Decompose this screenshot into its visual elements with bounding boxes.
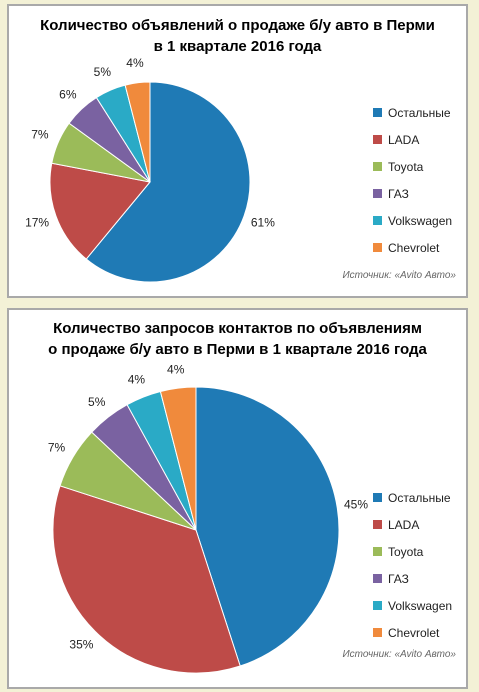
pie-slice-6 — [159, 386, 197, 531]
slice-label-4: 6% — [59, 88, 77, 102]
legend-label: Chevrolet — [388, 625, 440, 640]
slice-label-3: 7% — [31, 127, 49, 141]
slice-label-6: 4% — [167, 362, 185, 376]
chart-title-line-2: в 1 квартале 2016 года — [153, 38, 322, 55]
legend-label: Volkswagen — [388, 213, 453, 228]
pie-slice-6 — [124, 81, 151, 183]
legend-label: Volkswagen — [388, 598, 453, 613]
legend-swatch — [373, 574, 382, 583]
pie-slice-2 — [52, 485, 241, 674]
chart-legend: Остальные LADA Toyota ГАЗ Volkswagen Chevrole… — [373, 99, 452, 261]
chart-panel-contact-requests: Количество запросов контактов по объявле… — [7, 308, 468, 689]
slice-label-1: 61% — [251, 216, 275, 230]
legend-swatch — [373, 216, 382, 225]
legend-item: Остальные — [373, 484, 452, 511]
legend-swatch — [373, 547, 382, 556]
legend-label: LADA — [388, 517, 420, 532]
legend-item: ГАЗ — [373, 565, 452, 592]
legend-item: Toyota — [373, 538, 452, 565]
legend-label: ГАЗ — [388, 186, 409, 201]
legend-item: Остальные — [373, 99, 452, 126]
slice-label-6: 4% — [126, 56, 144, 70]
legend-swatch — [373, 189, 382, 198]
legend-label: Toyota — [388, 544, 424, 559]
legend-swatch — [373, 135, 382, 144]
chart-title-line-1: Количество запросов контактов по объявле… — [53, 320, 422, 337]
chart-title-line-1: Количество объявлений о продаже б/у авто… — [40, 17, 435, 34]
legend-label: Остальные — [388, 490, 451, 505]
pie-slice-2 — [49, 162, 151, 260]
slice-label-5: 4% — [128, 372, 146, 386]
legend-item: Volkswagen — [373, 207, 452, 234]
chart-legend: Остальные LADA Toyota ГАЗ Volkswagen Chevrole… — [373, 484, 452, 646]
legend-label: Toyota — [388, 159, 424, 174]
legend-label: Chevrolet — [388, 240, 440, 255]
slice-label-1: 45% — [344, 498, 368, 512]
legend-item: Chevrolet — [373, 234, 452, 261]
slice-label-5: 5% — [94, 65, 112, 79]
slice-label-3: 7% — [48, 441, 66, 455]
pie-slice-1 — [195, 386, 340, 667]
legend-swatch — [373, 628, 382, 637]
source-note: Источник: «Avito Авто» — [342, 270, 456, 281]
slice-label-2: 17% — [25, 216, 49, 230]
source-note: Источник: «Avito Авто» — [342, 649, 456, 660]
legend-item: Chevrolet — [373, 619, 452, 646]
legend-label: LADA — [388, 132, 420, 147]
chart-panel-listings: Количество объявлений о продаже б/у авто… — [7, 4, 468, 298]
legend-swatch — [373, 108, 382, 117]
slice-label-4: 5% — [88, 395, 106, 409]
legend-item: Volkswagen — [373, 592, 452, 619]
pie-chart: 45% 35% 7% 5% 4% 4% — [48, 362, 368, 674]
slice-label-2: 35% — [69, 638, 93, 652]
chart-title: Количество объявлений о продаже б/у авто… — [9, 15, 466, 57]
chart-title-line-2: о продаже б/у авто в Перми в 1 квартале … — [48, 341, 427, 358]
legend-label: Остальные — [388, 105, 451, 120]
legend-swatch — [373, 601, 382, 610]
pie-chart: 61% 17% 7% 6% 5% 4% — [25, 56, 275, 283]
pie-slice-1 — [85, 81, 251, 283]
chart-title: Количество запросов контактов по объявле… — [9, 318, 466, 360]
legend-swatch — [373, 520, 382, 529]
legend-item: Toyota — [373, 153, 452, 180]
legend-item: LADA — [373, 511, 452, 538]
legend-swatch — [373, 162, 382, 171]
legend-item: ГАЗ — [373, 180, 452, 207]
legend-item: LADA — [373, 126, 452, 153]
legend-label: ГАЗ — [388, 571, 409, 586]
legend-swatch — [373, 243, 382, 252]
legend-swatch — [373, 493, 382, 502]
